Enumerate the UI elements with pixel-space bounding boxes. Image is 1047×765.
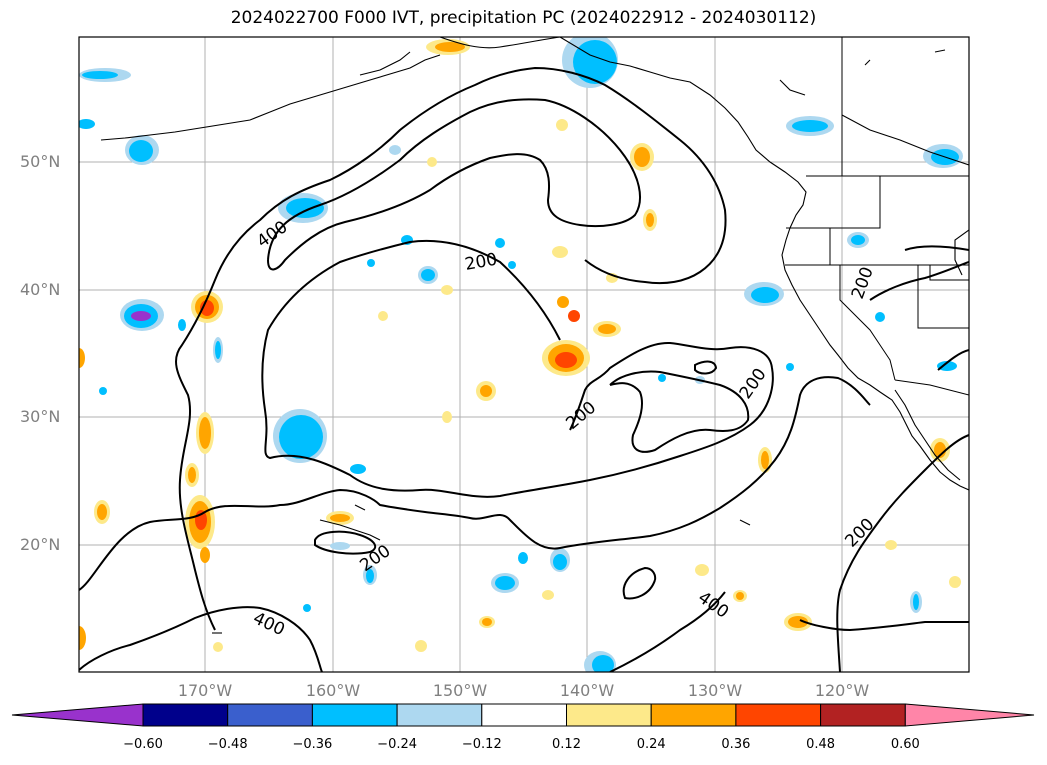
ivt-contour-400-mid	[267, 98, 641, 271]
lon-label-150w: 150°W	[432, 681, 488, 700]
political-borders	[785, 37, 969, 396]
ivt-contour-400-outer	[79, 606, 323, 672]
colorbar-tick-label: 0.24	[636, 737, 666, 752]
positive-anomaly-blobs	[79, 39, 961, 652]
coastlines	[100, 37, 969, 634]
ivt-contour-200-inner	[261, 239, 774, 498]
ivt-contour-200-ca	[869, 261, 969, 301]
gridlines	[79, 37, 969, 672]
negative-anomaly-blobs	[79, 37, 963, 672]
ivt-contour-200-outer	[79, 376, 871, 591]
colorbar-segment	[396, 703, 483, 727]
colorbar	[11, 703, 1035, 727]
colorbar-tick-label: 0.60	[890, 737, 920, 752]
colorbar-segment	[650, 703, 737, 727]
ivt-contour-200-mex	[937, 349, 969, 371]
lon-label-160w: 160°W	[305, 681, 361, 700]
lat-label-20: 20°N	[20, 535, 61, 554]
contour-label-200-f: 200	[841, 514, 878, 551]
colorbar-segment	[142, 703, 229, 727]
ivt-contour-400-big	[174, 66, 727, 631]
colorbar-segment	[566, 703, 652, 727]
ivt-contours	[79, 66, 969, 672]
lon-label-140w: 140°W	[559, 681, 615, 700]
ivt-contour-400-south-b	[609, 591, 726, 672]
colorbar-segment	[311, 703, 398, 727]
colorbar-tick-label: −0.36	[292, 737, 333, 752]
precip-anomaly-fills	[79, 37, 963, 672]
colorbar-segment	[481, 703, 567, 727]
map-title: 2024022700 F000 IVT, precipitation PC (2…	[230, 8, 817, 28]
lat-label-40: 40°N	[20, 280, 61, 299]
lon-label-170w: 170°W	[177, 681, 233, 700]
contour-label-200-b: 200	[562, 398, 600, 434]
colorbar-segment	[735, 703, 822, 727]
colorbar-tick-label: 0.12	[552, 737, 581, 752]
ivt-contour-200-ca2	[904, 245, 969, 251]
ivt-contour-200-east	[836, 434, 969, 672]
lon-label-120w: 120°W	[814, 681, 870, 700]
contour-label-400-b: 400	[250, 608, 288, 640]
colorbar-segment	[227, 703, 313, 727]
ivt-contour-200-east-inner	[799, 619, 969, 632]
lon-label-130w: 130°W	[687, 681, 743, 700]
colorbar-tick-label: −0.60	[123, 737, 163, 752]
lat-label-30: 30°N	[20, 407, 61, 426]
colorbar-tick-label: 0.36	[721, 737, 751, 752]
contour-label-200-a: 200	[463, 250, 498, 275]
ivt-contour-400-south-a	[622, 566, 657, 600]
ivt-contour-small-loop	[694, 360, 718, 375]
contour-labels: 400 200 200 200 200 200 200 400 400	[250, 217, 879, 640]
map-frame	[78, 36, 970, 673]
colorbar-tick-label: 0.48	[806, 737, 836, 752]
colorbar-tick-label: −0.48	[207, 737, 248, 752]
colorbar-segment	[820, 703, 906, 727]
colorbar-tick-label: −0.12	[461, 737, 502, 752]
contour-label-200-d: 200	[848, 264, 878, 301]
ivt-contour-hawaii	[314, 530, 377, 555]
colorbar-tick-label: −0.24	[377, 737, 418, 752]
colorbar-extend-high	[904, 703, 1035, 727]
colorbar-extend-low	[11, 703, 144, 727]
ivt-contour-200-innerloop	[609, 370, 750, 453]
lat-label-50: 50°N	[20, 152, 61, 171]
